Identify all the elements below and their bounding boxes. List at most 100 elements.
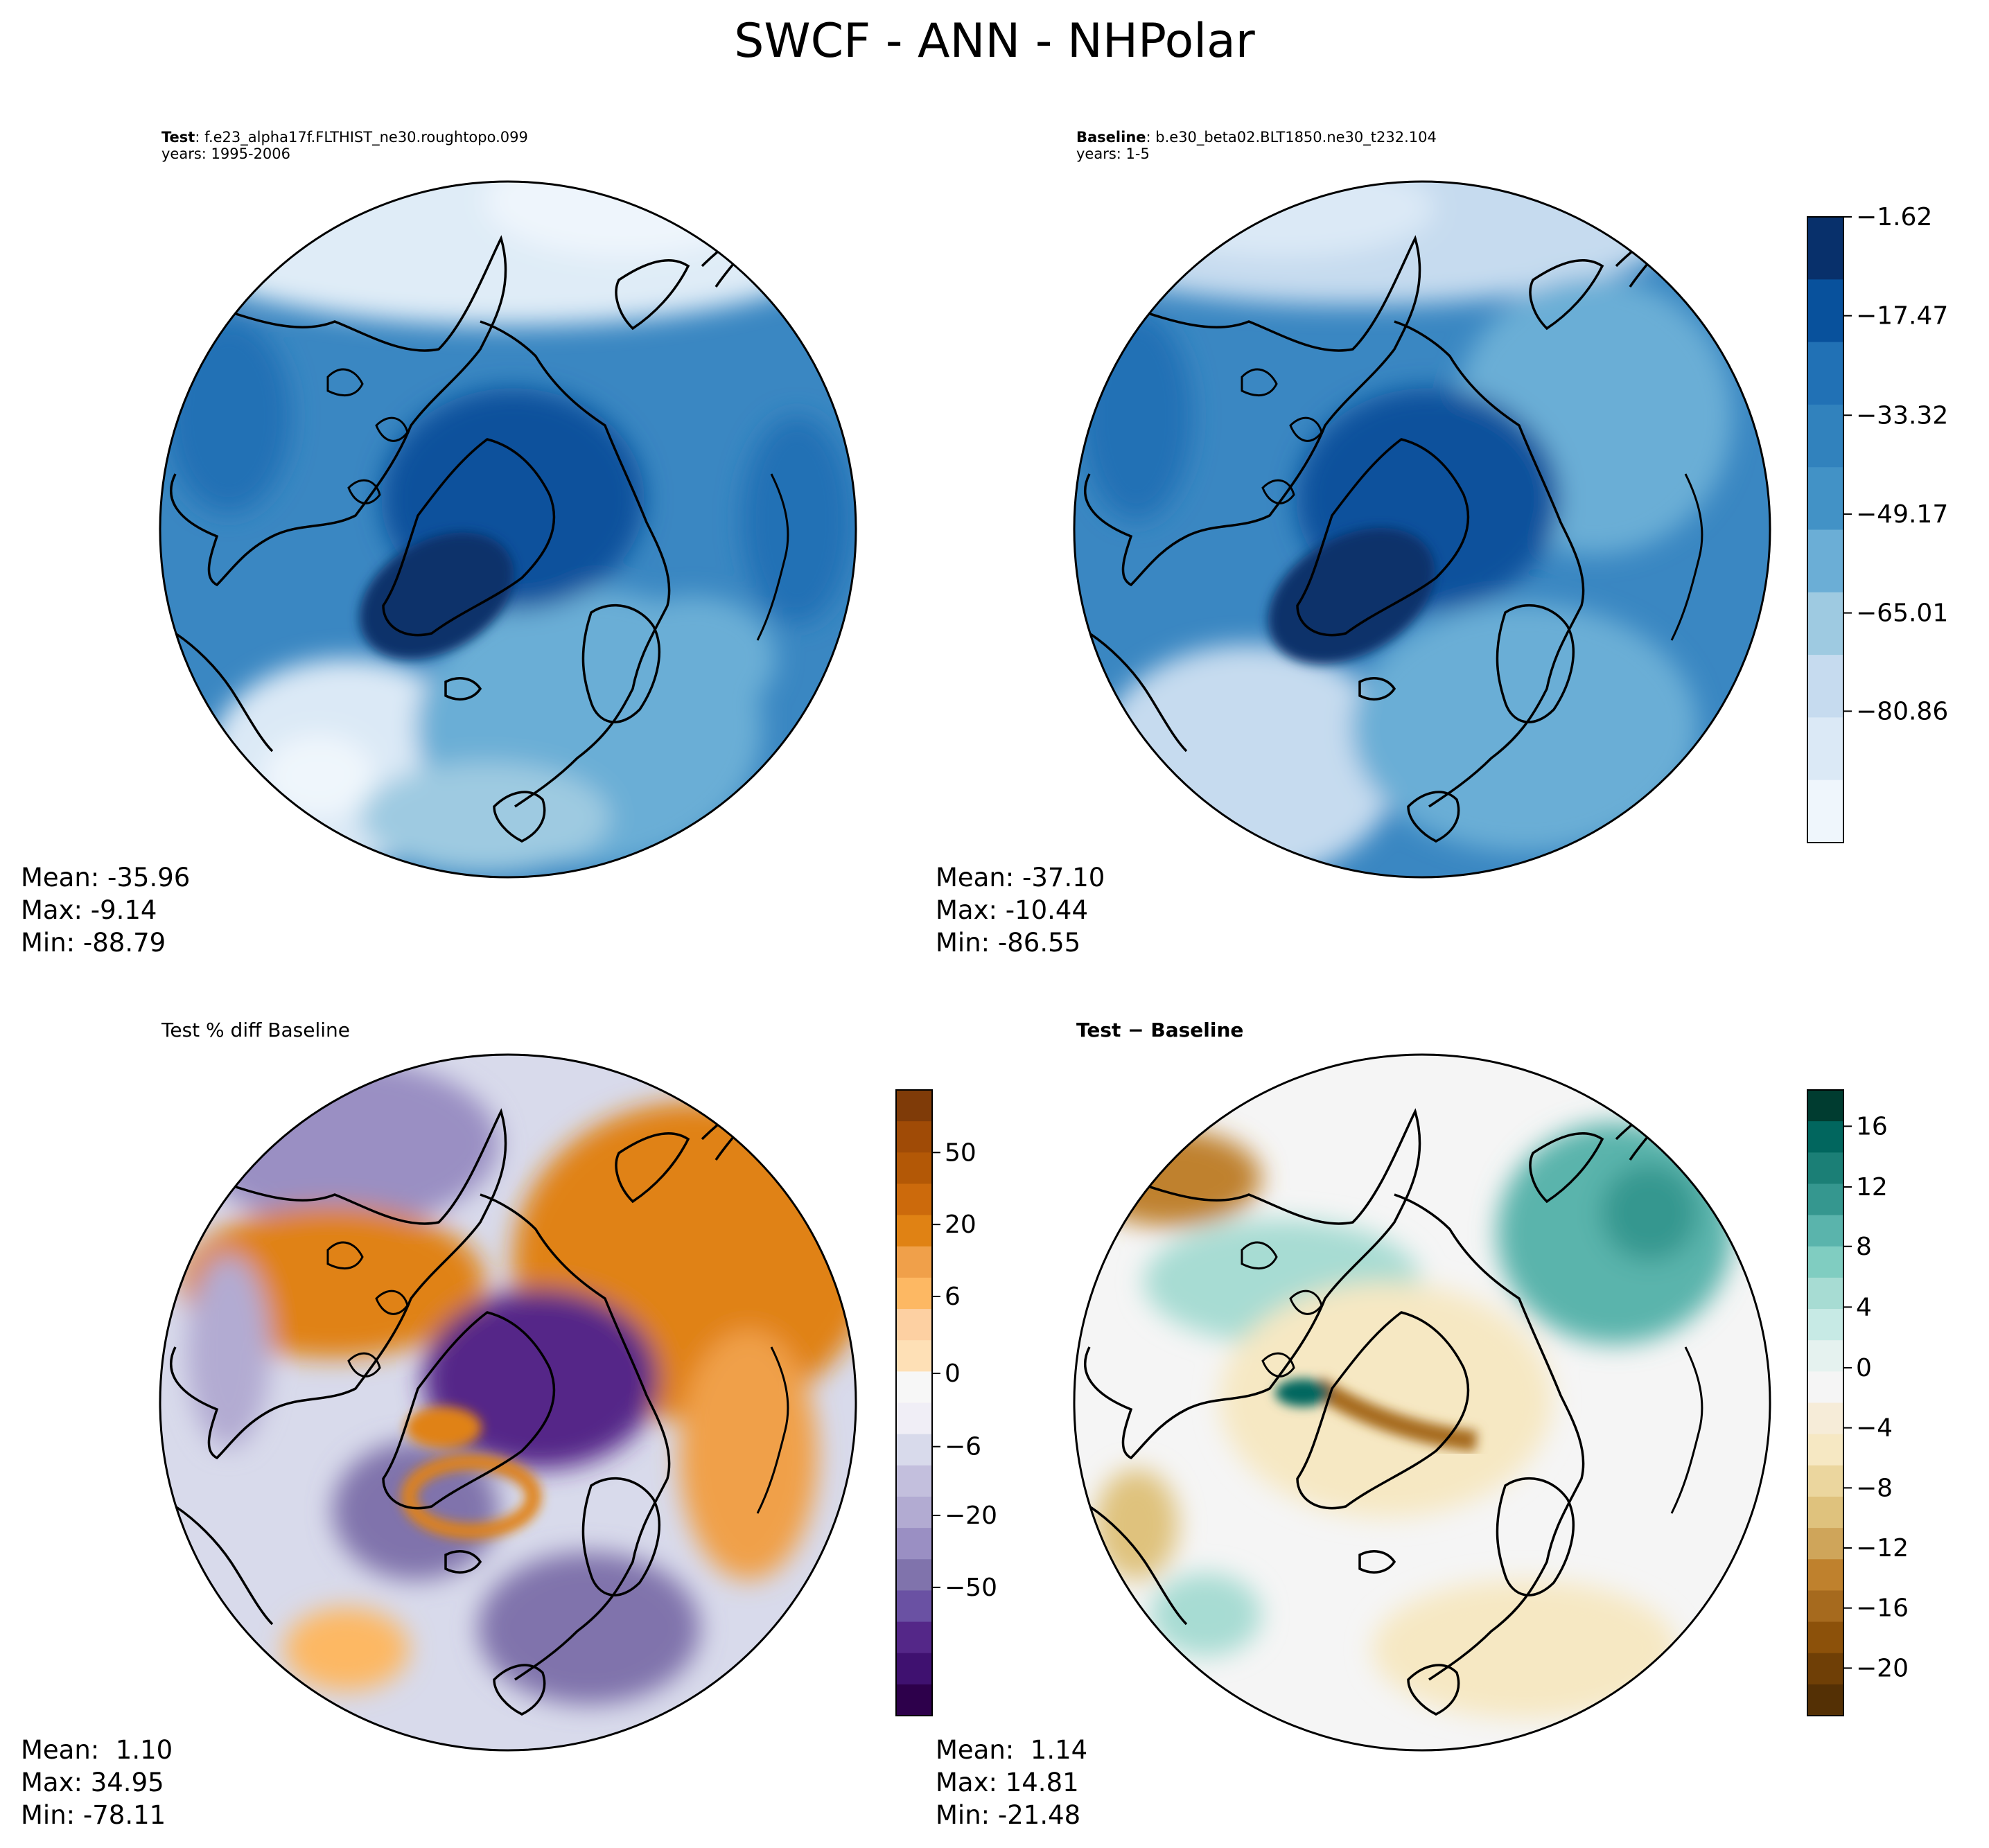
diff-colorbar-color-segment: [1807, 1152, 1843, 1184]
test-mean: Mean: -35.96: [21, 863, 191, 892]
pct-diff-colorbar-tick-label: 6: [945, 1283, 961, 1311]
pct-diff-colorbar-color-segment: [896, 1121, 932, 1153]
diff-colorbar-color-segment: [1807, 1528, 1843, 1560]
test-min: Min: -88.79: [21, 928, 166, 958]
baseline-colorbar-color-segment: [1807, 780, 1843, 843]
diff-colorbar-color-segment: [1807, 1246, 1843, 1278]
baseline-min: Min: -86.55: [936, 928, 1081, 958]
diff-colorbar-color-segment: [1807, 1121, 1843, 1153]
pct-diff-colorbar-color-segment: [896, 1465, 932, 1497]
diff-colorbar-color-segment: [1807, 1402, 1843, 1435]
baseline-colorbar-color-segment: [1807, 279, 1843, 343]
diff-stats: Mean: 1.14 Max: 14.81 Min: -21.48: [936, 1734, 1087, 1831]
baseline-colorbar-tick-label: −80.86: [1856, 697, 1948, 725]
pct-diff-map: [159, 1053, 857, 1752]
baseline-colorbar-color-segment: [1807, 404, 1843, 468]
diff-colorbar-tick-label: 0: [1856, 1354, 1872, 1382]
diff-colorbar-color-segment: [1807, 1371, 1843, 1403]
diff-colorbar-color-segment: [1807, 1434, 1843, 1466]
baseline-colorbar-color-segment: [1807, 529, 1843, 593]
pct-diff-colorbar-tick-label: 20: [945, 1211, 976, 1239]
diff-colorbar-tick-label: −16: [1856, 1594, 1909, 1623]
pct-diff-colorbar-color-segment: [896, 1309, 932, 1341]
test-label: Test: [161, 129, 195, 146]
baseline-colorbar-tick-label: −17.47: [1856, 302, 1948, 331]
pct-diff-mean: Mean: 1.10: [21, 1735, 173, 1765]
diff-max: Max: 14.81: [936, 1768, 1079, 1797]
pct-diff-colorbar-tick-label: −50: [945, 1574, 997, 1602]
test-years: years: 1995-2006: [161, 146, 291, 162]
baseline-years: years: 1-5: [1076, 146, 1150, 162]
diff-colorbar-tick-label: 4: [1856, 1293, 1872, 1321]
diff-colorbar-tick-label: −4: [1856, 1414, 1893, 1443]
pct-diff-min: Min: -78.11: [21, 1800, 166, 1830]
diff-colorbar-color-segment: [1807, 1465, 1843, 1497]
baseline-label: Baseline: [1076, 129, 1146, 146]
baseline-colorbar-color-segment: [1807, 342, 1843, 405]
baseline-stats: Mean: -37.10 Max: -10.44 Min: -86.55: [936, 861, 1105, 959]
pct-diff-colorbar-color-segment: [896, 1528, 932, 1560]
diff-colorbar-color-segment: [1807, 1559, 1843, 1591]
baseline-case-name: : b.e30_beta02.BLT1850.ne30_t232.104: [1146, 129, 1437, 146]
test-stats: Mean: -35.96 Max: -9.14 Min: -88.79: [21, 861, 190, 959]
pct-diff-stats: Mean: 1.10 Max: 34.95 Min: -78.11: [21, 1734, 173, 1831]
diff-colorbar-color-segment: [1807, 1340, 1843, 1372]
pct-diff-colorbar-color-segment: [896, 1621, 932, 1654]
pct-diff-colorbar-frame: [895, 1089, 933, 1716]
pct-diff-colorbar-color-segment: [896, 1340, 932, 1372]
diff-colorbar-color-segment: [1807, 1277, 1843, 1310]
pct-diff-colorbar-color-segment: [896, 1402, 932, 1435]
pct-diff-max: Max: 34.95: [21, 1768, 164, 1797]
pct-diff-colorbar-color-segment: [896, 1653, 932, 1685]
diff-colorbar-color-segment: [1807, 1496, 1843, 1529]
test-map: [159, 180, 857, 879]
diff-colorbar-tick-label: 12: [1856, 1173, 1888, 1202]
baseline-map: [1073, 180, 1771, 879]
diff-title: Test − Baseline: [1076, 1019, 1244, 1041]
baseline-colorbar-frame: [1807, 216, 1844, 843]
diff-colorbar-frame: [1807, 1089, 1844, 1716]
diff-colorbar-color-segment: [1807, 1090, 1843, 1122]
pct-diff-colorbar-tick-label: 50: [945, 1138, 976, 1167]
diff-colorbar-color-segment: [1807, 1215, 1843, 1247]
diff-colorbar-tick-label: −20: [1856, 1654, 1909, 1682]
baseline-colorbar: −1.62 −17.47 −33.32 −49.17 −65.01 −80.86: [1807, 203, 1948, 843]
pct-diff-colorbar-color-segment: [896, 1277, 932, 1310]
baseline-panel-header: Baseline: b.e30_beta02.BLT1850.ne30_t232…: [1076, 129, 1437, 162]
baseline-colorbar-color-segment: [1807, 467, 1843, 530]
diff-colorbar-tick-label: −8: [1856, 1474, 1893, 1502]
pct-diff-colorbar-color-segment: [896, 1371, 932, 1403]
pct-diff-colorbar-color-segment: [896, 1246, 932, 1278]
baseline-max: Max: -10.44: [936, 895, 1088, 925]
diff-colorbar-color-segment: [1807, 1590, 1843, 1623]
pct-diff-colorbar-tick-label: 0: [945, 1359, 961, 1388]
diff-colorbar: 16 12 8 4 0 −4 −8 −12 −16 −20: [1807, 1089, 1909, 1716]
baseline-mean: Mean: -37.10: [936, 863, 1105, 892]
baseline-colorbar-color-segment: [1807, 655, 1843, 718]
pct-diff-colorbar-color-segment: [896, 1152, 932, 1184]
pct-diff-colorbar-tick-label: −20: [945, 1502, 997, 1530]
baseline-colorbar-tick-label: −65.01: [1856, 599, 1948, 628]
baseline-colorbar-tick-label: −33.32: [1856, 401, 1948, 430]
pct-diff-colorbar-color-segment: [896, 1215, 932, 1247]
baseline-colorbar-tick-label: −1.62: [1856, 203, 1932, 231]
diff-colorbar-tick-label: −12: [1856, 1534, 1909, 1563]
figure-title: SWCF - ANN - NHPolar: [734, 14, 1255, 69]
diff-colorbar-tick-label: 16: [1856, 1112, 1888, 1141]
pct-diff-colorbar-color-segment: [896, 1090, 932, 1122]
diff-map: [1073, 1053, 1771, 1752]
baseline-colorbar-color-segment: [1807, 592, 1843, 655]
baseline-colorbar-color-segment: [1807, 217, 1843, 280]
diff-colorbar-tick-label: 8: [1856, 1233, 1872, 1261]
baseline-colorbar-tick-label: −49.17: [1856, 500, 1948, 529]
diff-colorbar-color-segment: [1807, 1309, 1843, 1341]
pct-diff-colorbar-color-segment: [896, 1434, 932, 1466]
diff-colorbar-color-segment: [1807, 1621, 1843, 1654]
pct-diff-colorbar-color-segment: [896, 1183, 932, 1216]
pct-diff-colorbar-color-segment: [896, 1684, 932, 1716]
test-panel-header: Test: f.e23_alpha17f.FLTHIST_ne30.rought…: [161, 129, 528, 162]
pct-diff-colorbar-color-segment: [896, 1590, 932, 1623]
test-case-name: : f.e23_alpha17f.FLTHIST_ne30.roughtopo.…: [195, 129, 528, 146]
pct-diff-colorbar-tick-label: −6: [945, 1433, 981, 1461]
diff-colorbar-color-segment: [1807, 1183, 1843, 1216]
